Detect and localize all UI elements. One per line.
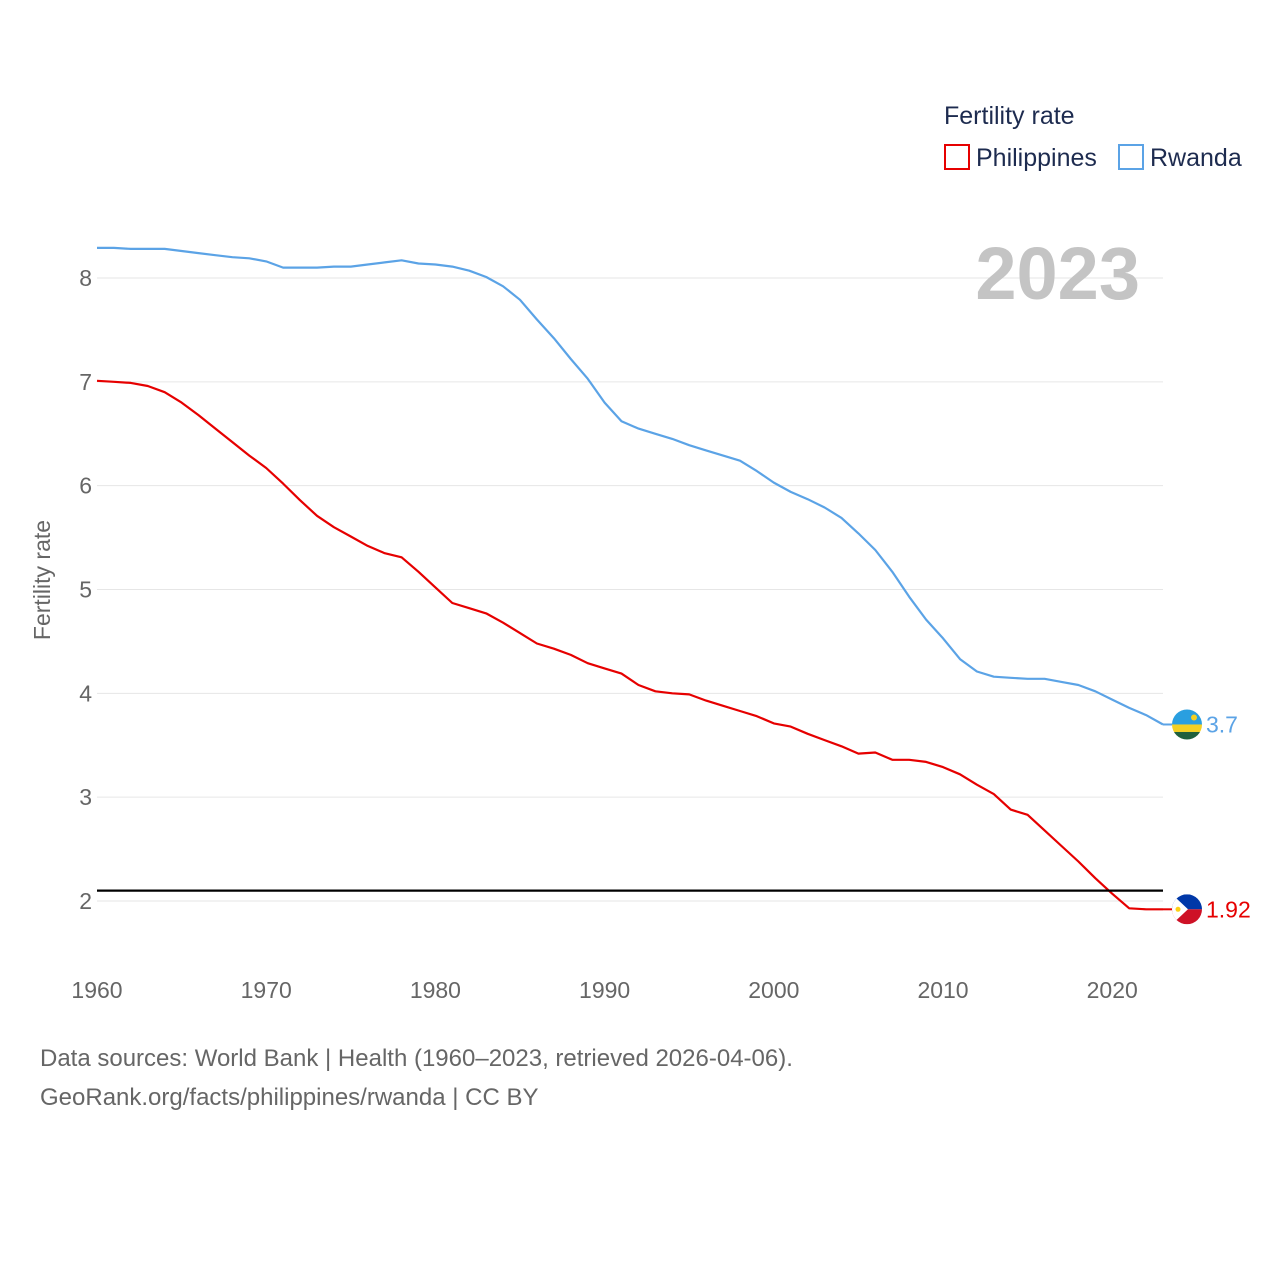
x-tick-label-1960: 1960 bbox=[71, 977, 122, 1003]
y-tick-label-3: 3 bbox=[79, 784, 92, 810]
legend-swatch-philippines bbox=[944, 144, 970, 170]
y-tick-label-8: 8 bbox=[79, 265, 92, 291]
attribution-link[interactable]: GeoRank.org/facts/philippines/rwanda | C… bbox=[40, 1084, 539, 1111]
gridlines bbox=[97, 277, 1163, 902]
x-tick-label-1980: 1980 bbox=[410, 977, 461, 1003]
series-lines bbox=[96, 246, 1172, 911]
series-end-markers: 3.7 1.92 bbox=[1172, 709, 1251, 925]
y-axis-ticks: 2 3 4 5 6 7 8 bbox=[79, 265, 92, 914]
y-axis-title: Fertility rate bbox=[29, 520, 55, 640]
philippines-flag-icon bbox=[1172, 894, 1202, 925]
x-tick-label-2020: 2020 bbox=[1087, 977, 1138, 1003]
legend-label-philippines: Philippines bbox=[976, 144, 1097, 172]
rwanda-flag-icon bbox=[1172, 709, 1202, 740]
data-sources-note: Data sources: World Bank | Health (1960–… bbox=[40, 1045, 793, 1072]
x-tick-label-2010: 2010 bbox=[917, 977, 968, 1003]
series-line-philippines bbox=[96, 379, 1163, 911]
y-tick-label-4: 4 bbox=[79, 680, 92, 706]
legend: Fertility rate Philippines Rwanda bbox=[944, 102, 1242, 172]
series-line-rwanda bbox=[97, 246, 1164, 726]
y-tick-label-7: 7 bbox=[79, 369, 92, 395]
y-tick-label-2: 2 bbox=[79, 888, 92, 914]
x-tick-label-2000: 2000 bbox=[748, 977, 799, 1003]
legend-item-philippines[interactable]: Philippines bbox=[944, 144, 1097, 172]
y-tick-label-6: 6 bbox=[79, 473, 92, 499]
legend-label-rwanda: Rwanda bbox=[1150, 144, 1242, 172]
x-tick-label-1990: 1990 bbox=[579, 977, 630, 1003]
legend-title: Fertility rate bbox=[944, 102, 1075, 130]
philippines-end-value: 1.92 bbox=[1206, 896, 1251, 922]
rwanda-end-value: 3.7 bbox=[1206, 711, 1238, 737]
legend-swatch-rwanda bbox=[1118, 144, 1144, 170]
x-tick-label-1970: 1970 bbox=[241, 977, 292, 1003]
legend-item-rwanda[interactable]: Rwanda bbox=[1118, 144, 1242, 172]
year-label: 2023 bbox=[975, 232, 1140, 315]
x-axis-ticks: 1960 1970 1980 1990 2000 2010 2020 bbox=[71, 977, 1137, 1003]
y-tick-label-5: 5 bbox=[79, 577, 92, 603]
